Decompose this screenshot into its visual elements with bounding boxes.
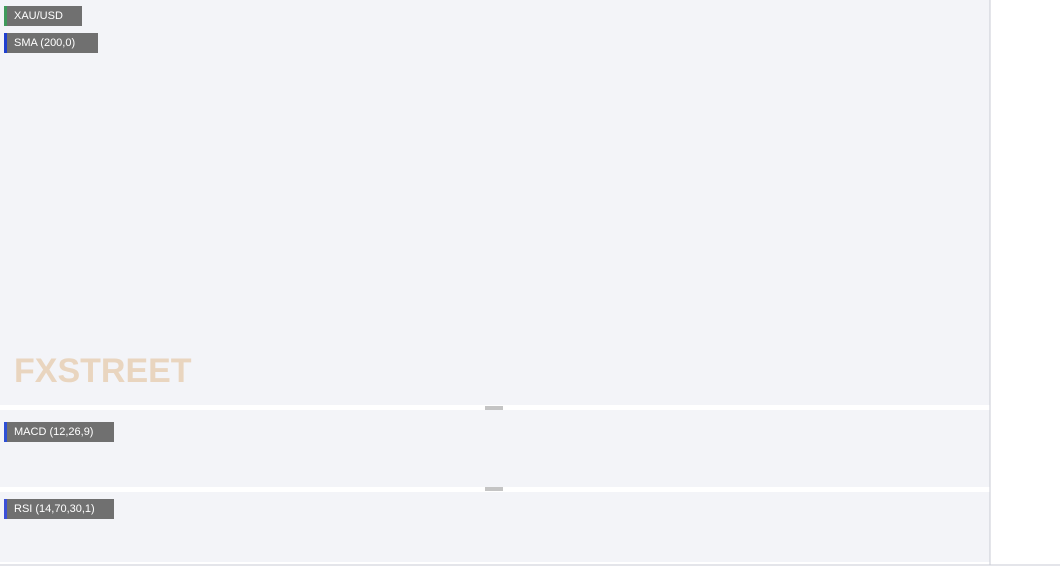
legend-label: SMA (200,0) (14, 37, 75, 49)
legend-box (4, 33, 98, 53)
legend: XAU/USD SMA (200,0) MACD (12,26,9) RSI (… (4, 6, 114, 519)
legend-box (4, 422, 114, 442)
legend-swatch (4, 33, 7, 53)
divider-handle (485, 406, 503, 491)
legend-label: MACD (12,26,9) (14, 426, 93, 438)
legend-swatch (4, 422, 7, 442)
price-panel (0, 0, 990, 405)
watermark: FXSTREET (14, 352, 192, 390)
macd-panel (0, 410, 990, 487)
legend-box (4, 499, 114, 519)
legend-box (4, 6, 82, 26)
legend-swatch (4, 499, 7, 519)
rsi-panel (0, 492, 990, 562)
legend-swatch (4, 6, 7, 26)
legend-label: XAU/USD (14, 10, 63, 22)
legend-label: RSI (14,70,30,1) (14, 503, 95, 515)
